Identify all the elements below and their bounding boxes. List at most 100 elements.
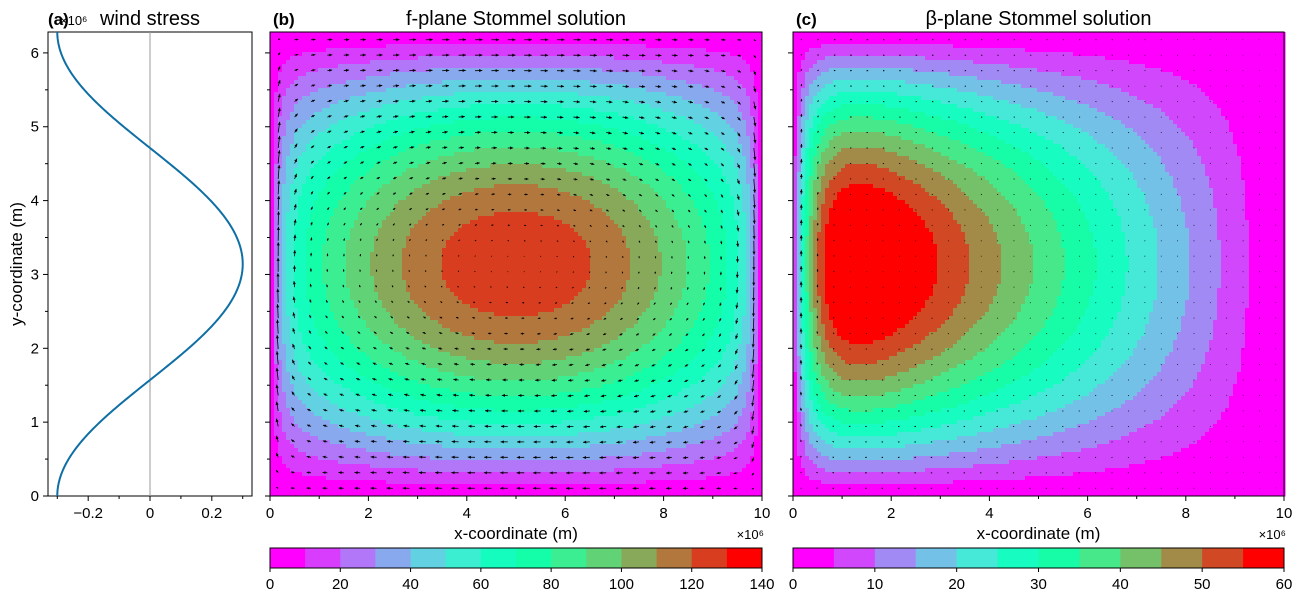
contour-cell (430, 124, 435, 129)
contour-cell (318, 84, 323, 89)
contour-cell (698, 128, 703, 133)
contour-cell (622, 104, 627, 109)
contour-cell (358, 92, 363, 97)
contour-cell (390, 128, 395, 133)
contour-cell (746, 124, 751, 129)
contour-cell (550, 72, 555, 77)
contour-cell (742, 80, 747, 85)
contour-cell (342, 180, 347, 185)
contour-cell (530, 140, 535, 145)
contour-cell (366, 144, 371, 149)
contour-cell (402, 76, 407, 81)
contour-cell (286, 188, 291, 193)
contour-cell (550, 44, 555, 49)
contour-cell (570, 60, 575, 65)
contour-cell (574, 172, 579, 177)
contour-cell (366, 188, 371, 193)
contour-cell (642, 172, 647, 177)
contour-cell (382, 148, 387, 153)
contour-cell (478, 72, 483, 77)
contour-cell (546, 72, 551, 77)
contour-cell (558, 156, 563, 161)
contour-cell (678, 56, 683, 61)
contour-cell (466, 52, 471, 57)
contour-cell (318, 36, 323, 41)
contour-cell (286, 104, 291, 109)
contour-cell (566, 56, 571, 61)
contour-cell (402, 100, 407, 105)
contour-cell (442, 52, 447, 57)
contour-cell (390, 112, 395, 117)
contour-cell (330, 60, 335, 65)
contour-cell (590, 72, 595, 77)
contour-cell (406, 112, 411, 117)
contour-cell (298, 80, 303, 85)
contour-cell (358, 172, 363, 177)
contour-cell (442, 140, 447, 145)
contour-cell (618, 100, 623, 105)
contour-cell (518, 84, 523, 89)
contour-cell (546, 88, 551, 93)
contour-cell (470, 60, 475, 65)
contour-cell (674, 172, 679, 177)
contour-cell (358, 136, 363, 141)
contour-cell (294, 152, 299, 157)
contour-cell (486, 108, 491, 113)
contour-cell (414, 164, 419, 169)
contour-cell (346, 192, 351, 197)
contour-cell (658, 168, 663, 173)
contour-cell (410, 32, 415, 37)
contour-cell (338, 144, 343, 149)
contour-cell (678, 104, 683, 109)
contour-cell (346, 152, 351, 157)
contour-cell (650, 88, 655, 93)
contour-cell (530, 60, 535, 65)
contour-cell (294, 88, 299, 93)
contour-cell (354, 112, 359, 117)
contour-cell (418, 40, 423, 45)
contour-cell (694, 140, 699, 145)
contour-cell (670, 52, 675, 57)
contour-cell (482, 48, 487, 53)
contour-cell (430, 32, 435, 37)
contour-cell (270, 172, 275, 177)
contour-cell (274, 36, 279, 41)
contour-cell (746, 168, 751, 173)
contour-cell (738, 108, 743, 113)
contour-cell (338, 84, 343, 89)
contour-cell (478, 168, 483, 173)
contour-cell (466, 168, 471, 173)
contour-cell (590, 32, 595, 37)
contour-cell (534, 64, 539, 69)
contour-cell (458, 148, 463, 153)
contour-cell (366, 108, 371, 113)
contour-cell (274, 132, 279, 137)
contour-cell (486, 84, 491, 89)
contour-cell (702, 152, 707, 157)
contour-cell (658, 108, 663, 113)
contour-cell (354, 148, 359, 153)
contour-cell (730, 56, 735, 61)
contour-cell (454, 76, 459, 81)
contour-cell (514, 52, 519, 57)
contour-cell (326, 76, 331, 81)
contour-cell (682, 144, 687, 149)
contour-cell (654, 48, 659, 53)
contour-cell (458, 108, 463, 113)
contour-cell (338, 60, 343, 65)
contour-cell (518, 68, 523, 73)
contour-cell (606, 172, 611, 177)
contour-cell (594, 32, 599, 37)
contour-cell (694, 184, 699, 189)
contour-cell (290, 100, 295, 105)
contour-cell (430, 96, 435, 101)
contour-cell (666, 108, 671, 113)
contour-cell (626, 72, 631, 77)
contour-cell (494, 44, 499, 49)
contour-cell (610, 32, 615, 37)
contour-cell (618, 72, 623, 77)
contour-cell (458, 32, 463, 37)
contour-cell (554, 48, 559, 53)
contour-cell (390, 64, 395, 69)
contour-cell (434, 164, 439, 169)
